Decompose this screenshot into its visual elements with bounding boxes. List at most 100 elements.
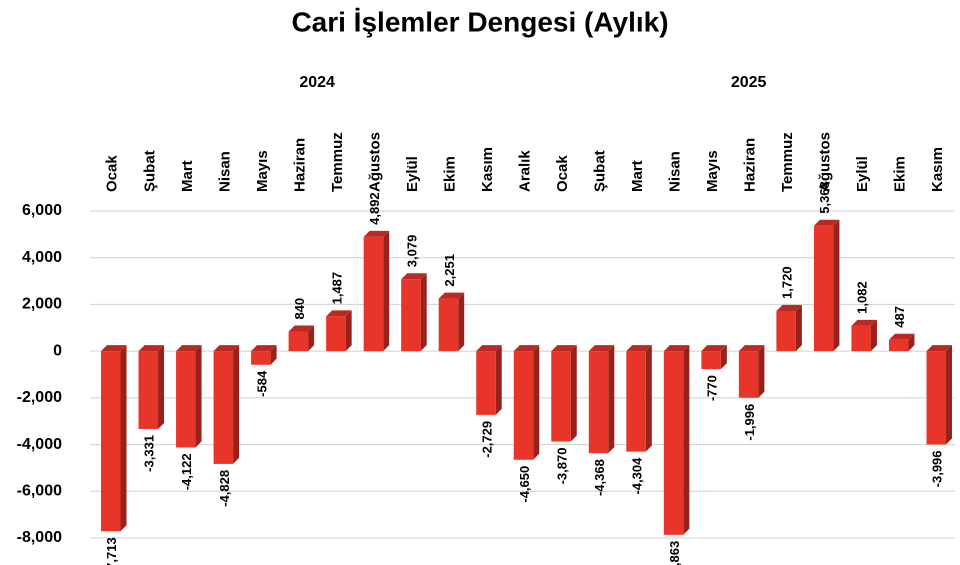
y-tick-label: 4,000 — [22, 249, 62, 266]
value-label: 4,892 — [367, 192, 382, 225]
value-label: -7,713 — [104, 537, 119, 565]
bar-side — [533, 345, 540, 460]
value-label: -584 — [254, 370, 269, 397]
bar-top — [288, 325, 315, 332]
bar-side — [795, 304, 802, 352]
bar-side — [158, 345, 165, 429]
bar-side — [683, 345, 690, 535]
x-tick-label: Eylül — [854, 156, 871, 192]
x-tick-label: Aralık — [516, 150, 533, 192]
y-tick-label: 6,000 — [22, 202, 62, 219]
bar — [138, 351, 159, 429]
bar-top — [251, 345, 277, 352]
bar — [438, 298, 459, 352]
value-label: -1,996 — [742, 404, 757, 441]
bar-top — [176, 345, 202, 352]
bar-side — [420, 273, 427, 352]
bar-top — [101, 345, 127, 352]
x-tick-label: Ağustos — [366, 132, 383, 192]
bar-top — [813, 219, 840, 226]
bar — [701, 351, 721, 370]
bar-side — [120, 345, 127, 532]
x-tick-label: Mayıs — [254, 150, 271, 192]
bar — [926, 351, 946, 445]
bar — [251, 351, 271, 365]
bar-top — [588, 345, 615, 352]
bar — [738, 351, 759, 398]
bar — [363, 236, 384, 352]
bar — [401, 279, 421, 352]
bar — [101, 351, 121, 532]
value-label: -3,996 — [930, 450, 945, 487]
value-label: -4,304 — [630, 457, 645, 495]
bar — [588, 351, 609, 454]
bar-side — [570, 345, 577, 442]
x-tick-label: Nisan — [667, 151, 684, 192]
bar-top — [851, 319, 877, 326]
bar-top — [776, 304, 802, 311]
bar-top — [476, 345, 502, 352]
bar-side — [233, 345, 240, 464]
bar — [326, 316, 346, 352]
x-tick-label: Şubat — [141, 150, 158, 192]
x-tick-label: Temmuz — [779, 132, 796, 192]
x-tick-label: Temmuz — [329, 132, 346, 192]
bar-side — [195, 345, 202, 448]
bar-top — [363, 230, 390, 237]
bar — [513, 351, 534, 460]
bar — [288, 331, 309, 352]
bar-top — [738, 345, 765, 352]
value-label: -770 — [705, 375, 720, 401]
bar-side — [833, 219, 840, 352]
bar-side — [345, 310, 352, 352]
x-tick-label: Ekim — [441, 156, 458, 192]
value-label: -4,828 — [217, 470, 232, 507]
bar-side — [270, 345, 277, 365]
x-tick-label: Kasım — [929, 147, 946, 192]
bar-top — [888, 333, 915, 340]
y-tick-label: -4,000 — [17, 436, 62, 453]
bar — [551, 351, 571, 442]
bar-side — [495, 345, 502, 415]
bar — [851, 325, 871, 352]
x-tick-label: Eylül — [404, 156, 421, 192]
x-tick-label: Mart — [179, 160, 196, 192]
bar-side — [720, 345, 727, 370]
value-label: 487 — [892, 306, 907, 328]
x-tick-label: Haziran — [742, 138, 759, 192]
value-label: -3,870 — [554, 448, 569, 485]
value-label: -7,863 — [667, 541, 682, 565]
value-label: -2,729 — [479, 421, 494, 458]
bar-side — [645, 345, 652, 452]
bar-top — [513, 345, 540, 352]
x-tick-label: Nisan — [216, 151, 233, 192]
bar — [626, 351, 646, 452]
bar — [888, 339, 909, 352]
bar-side — [308, 325, 315, 352]
x-tick-label: Ağustos — [817, 132, 834, 192]
bar-top — [138, 345, 165, 352]
y-tick-label: -8,000 — [17, 529, 62, 546]
bar — [776, 310, 796, 352]
x-tick-label: Mart — [629, 160, 646, 192]
value-label: 1,082 — [855, 281, 870, 314]
bar — [213, 351, 234, 464]
bar-side — [608, 345, 615, 454]
bar-side — [458, 292, 465, 352]
x-tick-label: Mayıs — [704, 150, 721, 192]
x-tick-label: Ocak — [104, 155, 121, 192]
bar — [476, 351, 496, 415]
value-label: -3,331 — [142, 435, 157, 472]
bar-top — [701, 345, 727, 352]
y-tick-label: -2,000 — [17, 389, 62, 406]
x-tick-label: Haziran — [291, 138, 308, 192]
bar-top — [926, 345, 952, 352]
bar-top — [213, 345, 240, 352]
value-label: 5,368 — [817, 181, 832, 214]
value-label: 1,487 — [329, 272, 344, 305]
y-tick-label: 0 — [53, 342, 62, 359]
value-label: 840 — [292, 298, 307, 320]
bar — [176, 351, 196, 448]
x-tick-label: Şubat — [592, 150, 609, 192]
